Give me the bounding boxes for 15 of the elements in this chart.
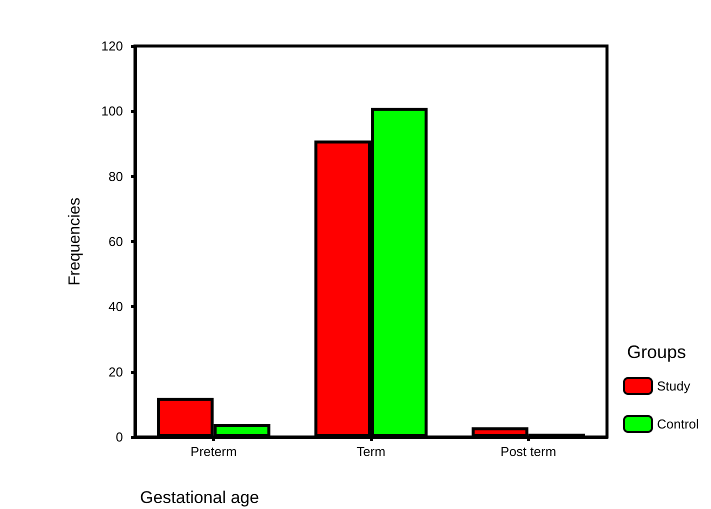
legend-label: Control (657, 416, 700, 432)
x-tick-label: Post term (500, 444, 556, 459)
legend-title: Groups (627, 342, 686, 362)
y-tick-label: 0 (116, 430, 123, 444)
y-tick-label: 60 (108, 234, 123, 249)
y-tick-label: 120 (101, 38, 123, 54)
y-tick-label: 20 (108, 364, 123, 380)
legend-label: Study (657, 378, 691, 394)
x-axis-title: Gestational age (140, 488, 260, 507)
x-tick-label: Preterm (190, 444, 237, 459)
x-tick-label: Term (356, 444, 386, 459)
y-axis-title: Frequencies (66, 197, 84, 286)
y-tick-label: 100 (101, 104, 123, 119)
y-tick-label: 80 (108, 168, 123, 184)
y-tick-label: 40 (108, 299, 123, 314)
